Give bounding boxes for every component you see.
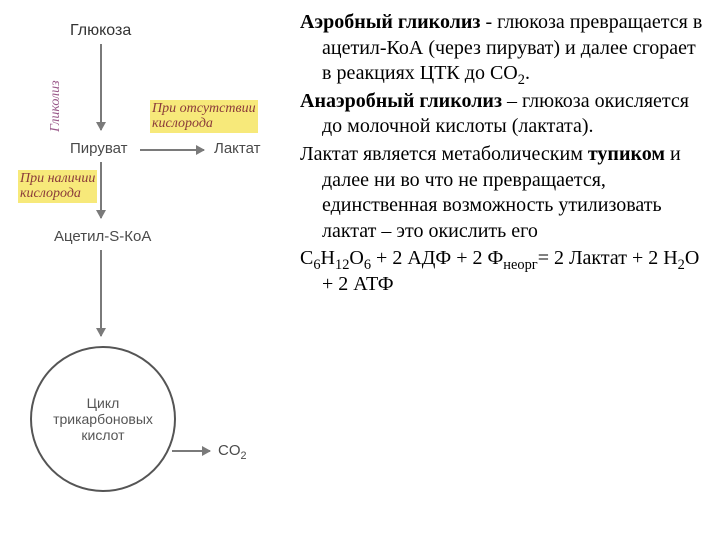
eq-s3: 6 xyxy=(364,257,371,273)
para-lactate: Лактат является метаболическим тупиком и… xyxy=(300,142,710,244)
eq-s4: неорг xyxy=(503,257,537,273)
eq-s1: 6 xyxy=(313,257,320,273)
node-co2: CO2 xyxy=(218,442,247,459)
para-equation: С6Н12О6 + 2 АДФ + 2 Фнеорг= 2 Лактат + 2… xyxy=(300,246,710,297)
label-glycolysis-vertical: Гликолиз xyxy=(48,44,64,132)
node-lactate: Лактат xyxy=(214,140,261,157)
p3b: тупиком xyxy=(588,143,665,165)
p1b: . xyxy=(525,62,530,84)
term-anaerobic: Анаэробный гликолиз xyxy=(300,90,502,112)
label-no-oxygen: При отсутствии кислорода xyxy=(150,100,258,133)
cycle-l3: кислот xyxy=(81,427,124,443)
arrow-acetyl-cycle xyxy=(100,250,102,336)
co2-sub: 2 xyxy=(241,450,247,462)
eq-s5: 2 xyxy=(678,257,685,273)
label-no-oxygen-l1: При отсутствии xyxy=(152,101,256,116)
arrow-pyruvate-acetyl xyxy=(100,162,102,218)
node-glucose: Глюкоза xyxy=(70,22,131,40)
cycle-circle: Цикл трикарбоновых кислот xyxy=(30,346,176,492)
eq-b: Н xyxy=(321,247,335,269)
arrow-glucose-pyruvate xyxy=(100,44,102,130)
label-with-oxygen-l2: кислорода xyxy=(20,186,81,201)
arrow-cycle-co2 xyxy=(172,450,210,452)
para-anaerobic: Анаэробный гликолиз – глюкоза окисляется… xyxy=(300,89,710,140)
co2-text: CO xyxy=(218,442,241,459)
pathway-diagram: Глюкоза Гликолиз При отсутствии кислород… xyxy=(0,10,300,530)
label-with-oxygen-l1: При наличии xyxy=(20,171,95,186)
label-no-oxygen-l2: кислорода xyxy=(152,116,213,131)
eq-a: С xyxy=(300,247,313,269)
p1sub: 2 xyxy=(518,72,525,88)
term-aerobic: Аэробный гликолиз xyxy=(300,11,480,33)
eq-d: + 2 АДФ + 2 Ф xyxy=(371,247,503,269)
cycle-l2: трикарбоновых xyxy=(53,411,153,427)
node-acetyl: Ацетил-S-КоА xyxy=(54,228,151,245)
para-aerobic: Аэробный гликолиз - глюкоза превращается… xyxy=(300,10,710,87)
p3a: Лактат является метаболическим xyxy=(300,143,588,165)
label-with-oxygen: При наличии кислорода xyxy=(18,170,97,203)
eq-s2: 12 xyxy=(335,257,349,273)
node-pyruvate: Пируват xyxy=(70,140,128,157)
arrow-pyruvate-lactate xyxy=(140,149,204,151)
cycle-label: Цикл трикарбоновых кислот xyxy=(53,395,153,443)
cycle-l1: Цикл xyxy=(87,395,120,411)
eq-e: = 2 Лактат + 2 Н xyxy=(538,247,678,269)
description-text: Аэробный гликолиз - глюкоза превращается… xyxy=(300,10,710,300)
eq-c: О xyxy=(349,247,363,269)
